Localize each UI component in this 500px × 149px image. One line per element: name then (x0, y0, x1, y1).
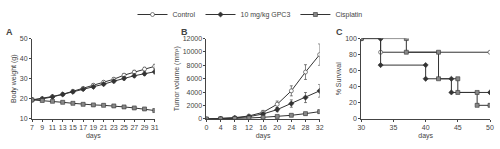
svg-text:Cisplatin: Cisplatin (335, 11, 362, 19)
svg-text:23: 23 (110, 124, 118, 131)
svg-text:35: 35 (390, 124, 398, 131)
svg-text:Body weight (g): Body weight (g) (10, 54, 18, 103)
svg-text:100: 100 (345, 35, 357, 42)
svg-text:50: 50 (486, 124, 494, 131)
svg-text:8000: 8000 (187, 62, 203, 69)
svg-text:16: 16 (259, 124, 267, 131)
svg-text:20: 20 (273, 124, 281, 131)
svg-text:Control: Control (173, 11, 196, 18)
svg-text:7: 7 (30, 124, 34, 131)
svg-text:days: days (256, 132, 271, 140)
svg-text:2000: 2000 (187, 102, 203, 109)
svg-text:4: 4 (219, 124, 223, 131)
svg-text:31: 31 (151, 124, 159, 131)
svg-text:15: 15 (69, 124, 77, 131)
svg-text:11: 11 (49, 124, 56, 131)
svg-text:4000: 4000 (187, 89, 203, 96)
svg-text:10 mg/kg GPC3: 10 mg/kg GPC3 (241, 11, 291, 19)
svg-text:19: 19 (89, 124, 97, 131)
svg-text:32: 32 (316, 124, 324, 131)
svg-text:A: A (6, 27, 13, 37)
svg-text:0: 0 (205, 124, 209, 131)
svg-text:9: 9 (40, 124, 44, 131)
svg-text:20: 20 (349, 99, 357, 106)
svg-text:C: C (336, 27, 343, 37)
svg-text:40: 40 (422, 124, 430, 131)
svg-text:days: days (418, 132, 433, 140)
svg-text:60: 60 (349, 67, 357, 74)
svg-text:27: 27 (130, 124, 138, 131)
svg-text:% Survival: % Survival (335, 62, 342, 96)
svg-text:0: 0 (198, 115, 202, 122)
svg-text:17: 17 (79, 124, 87, 131)
svg-text:30: 30 (20, 75, 28, 82)
svg-text:20: 20 (20, 95, 28, 102)
svg-text:45: 45 (454, 124, 462, 131)
svg-text:24: 24 (287, 124, 295, 131)
svg-text:6000: 6000 (187, 75, 203, 82)
svg-text:40: 40 (349, 83, 357, 90)
svg-text:28: 28 (302, 124, 310, 131)
svg-text:80: 80 (349, 51, 357, 58)
svg-text:50: 50 (20, 35, 28, 42)
svg-text:30: 30 (357, 124, 365, 131)
svg-text:10: 10 (20, 115, 28, 122)
svg-text:25: 25 (120, 124, 128, 131)
svg-text:40: 40 (20, 55, 28, 62)
svg-text:10000: 10000 (183, 48, 203, 55)
svg-text:Tumor volume (mm³): Tumor volume (mm³) (173, 46, 181, 111)
svg-text:0: 0 (353, 115, 357, 122)
svg-text:8: 8 (233, 124, 237, 131)
svg-text:12000: 12000 (183, 35, 203, 42)
svg-text:12: 12 (245, 124, 253, 131)
svg-text:29: 29 (141, 124, 149, 131)
svg-text:B: B (181, 27, 188, 37)
svg-text:21: 21 (100, 124, 108, 131)
svg-text:days: days (86, 132, 101, 140)
svg-text:13: 13 (59, 124, 67, 131)
